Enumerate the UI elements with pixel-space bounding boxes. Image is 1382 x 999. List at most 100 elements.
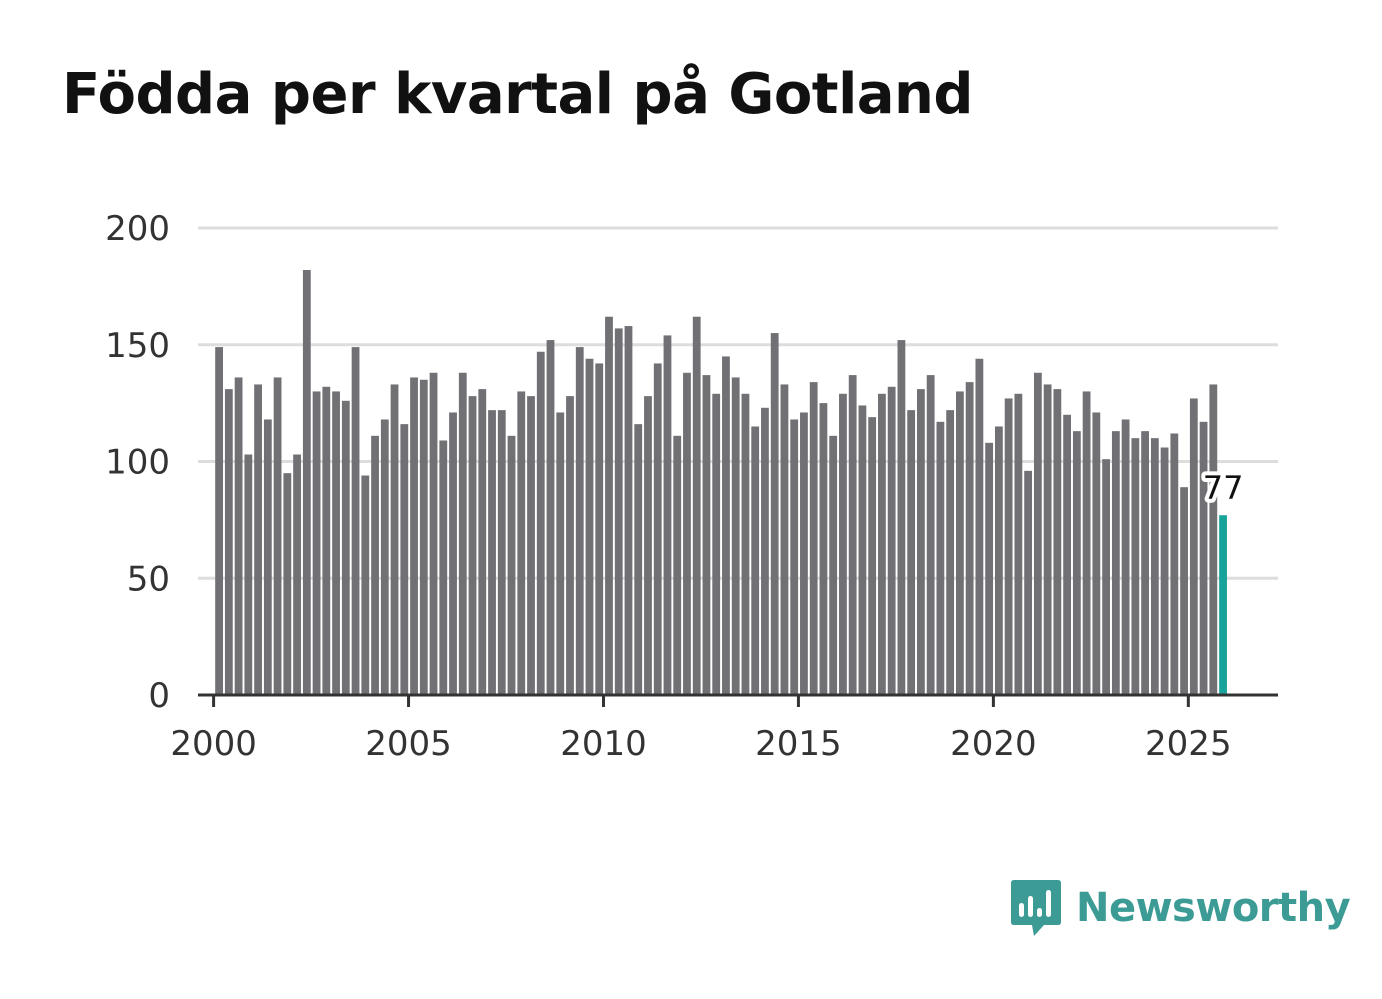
x-tick-label-2010: 2010 [560,724,647,764]
x-axis-ticks: 2000 2005 2010 2015 2020 2025 [170,695,1232,764]
x-tick-label-2005: 2005 [365,724,452,764]
bar-27 [478,389,487,695]
y-tick-label-150: 150 [105,326,170,366]
chart-title: Födda per kvartal på Gotland [62,62,974,127]
bar-35 [556,412,565,695]
bar-31 [517,391,526,695]
bar-60 [800,412,808,695]
bar-16 [371,435,379,695]
bar-36 [566,396,574,695]
bar-82 [1014,393,1023,695]
bar-49 [692,316,701,695]
bar-40 [605,316,613,695]
data-label-group: 77 [1199,465,1248,511]
bar-76 [955,391,964,695]
brand-logo: Newsworthy [1010,878,1351,938]
bar-99 [1180,487,1188,695]
y-tick-label-200: 200 [105,209,170,249]
bar-44 [644,396,652,695]
bar-83 [1024,470,1033,695]
bar-38 [585,358,594,695]
bar-71 [907,410,916,695]
bar-64 [839,393,847,695]
bar-95 [1141,431,1149,695]
bar-75 [946,410,955,695]
bar-91 [1102,459,1110,695]
bar-11 [322,386,331,695]
bar-42 [624,326,633,695]
bar-74 [936,421,945,695]
bar-92 [1111,431,1120,695]
bar-77 [965,382,974,695]
bar-28 [488,410,496,695]
bar-17 [380,419,389,695]
bar-2 [234,377,243,695]
bar-48 [683,372,691,695]
bar-34 [546,340,555,695]
data-label-last-bar: 77 [1203,469,1244,507]
bar-21 [419,379,428,695]
bar-43 [634,424,643,695]
bar-62 [819,403,828,695]
bar-61 [809,382,818,695]
bar-94 [1131,438,1140,695]
bar-54 [741,393,750,695]
bar-63 [829,435,838,695]
bar-103 [1219,515,1227,695]
bar-12 [332,391,340,695]
bar-50 [702,375,711,695]
bar-90 [1092,412,1101,695]
bar-85 [1043,384,1052,695]
bar-97 [1160,447,1169,695]
bar-3 [244,454,253,695]
bar-29 [497,410,506,695]
bar-100 [1189,398,1198,695]
bar-80 [994,426,1003,695]
bar-57 [770,333,779,695]
bar-8 [293,454,301,695]
bar-69 [887,386,896,695]
bar-93 [1121,419,1130,695]
bar-56 [761,407,769,695]
bar-98 [1170,433,1179,695]
bar-18 [390,384,399,695]
bar-79 [985,442,994,695]
bar-51 [712,393,721,695]
bar-14 [351,347,360,695]
bar-20 [410,377,418,695]
bar-67 [868,417,877,695]
bar-1 [224,389,233,695]
bar-33 [536,351,545,695]
bar-41 [614,328,623,695]
bar-81 [1004,398,1013,695]
x-tick-label-2020: 2020 [950,724,1037,764]
bar-66 [858,405,867,695]
y-axis-ticks: 0 50 100 150 200 [105,209,170,716]
bar-101 [1199,421,1208,695]
bar-37 [575,347,584,695]
bar-32 [527,396,535,695]
bar-26 [468,396,477,695]
bar-78 [975,358,984,695]
y-tick-label-50: 50 [127,559,170,599]
bar-86 [1053,389,1062,695]
bar-52 [722,356,730,695]
bar-13 [341,400,350,695]
bar-68 [878,393,886,695]
bar-84 [1033,372,1042,695]
newsworthy-logo-icon [1011,880,1061,936]
bar-24 [449,412,457,695]
bar-10 [312,391,321,695]
bar-65 [848,375,857,695]
bar-15 [361,475,370,695]
y-tick-label-100: 100 [105,443,170,483]
brand-name: Newsworthy [1076,885,1351,931]
bar-55 [751,426,760,695]
y-tick-label-0: 0 [148,676,170,716]
bar-9 [302,270,311,695]
bar-53 [731,377,740,695]
bar-88 [1072,431,1081,695]
bar-25 [458,372,467,695]
bar-96 [1150,438,1159,695]
